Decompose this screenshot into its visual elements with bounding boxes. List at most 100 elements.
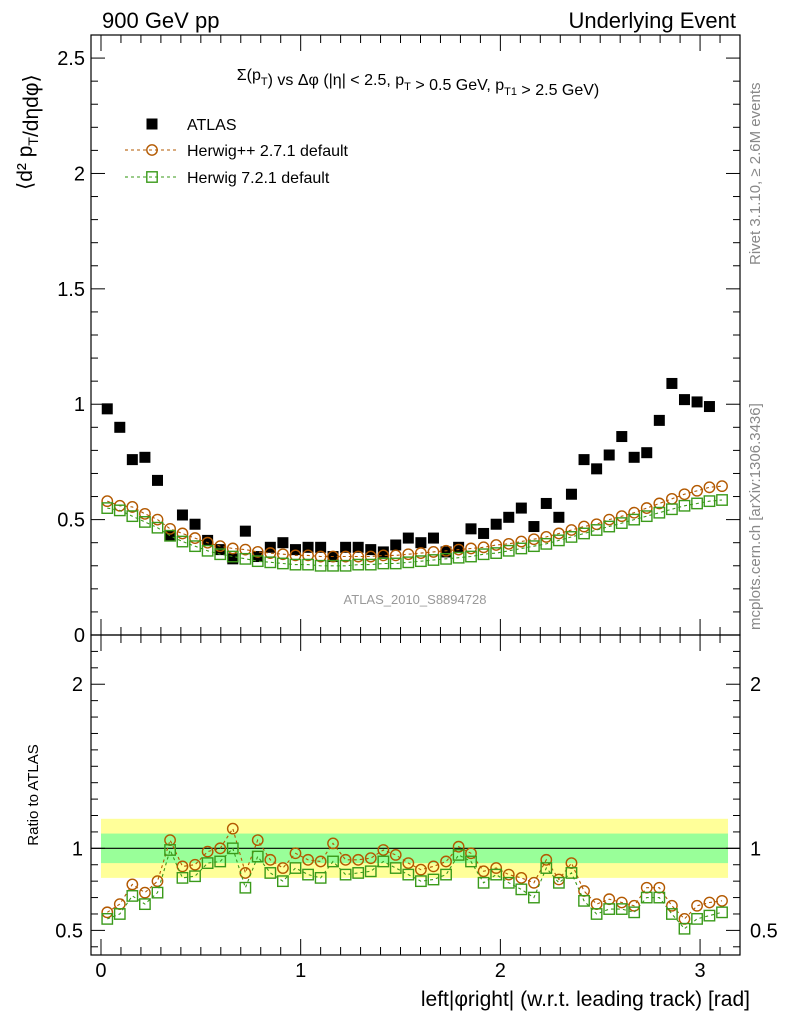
data-point [289,558,302,571]
data-point [126,501,139,513]
data-point [603,449,615,461]
ratio-point [578,894,590,907]
ratio-point [603,903,616,915]
data-point [377,557,390,570]
data-point [101,403,113,415]
ratio-point [477,865,490,878]
ratio-point [716,906,728,919]
data-point [703,481,716,494]
data-point [465,550,477,563]
x-tick-label: 0 [95,960,106,982]
data-point [189,540,201,553]
header-right: Underlying Event [568,8,736,33]
data-point [101,495,114,508]
data-point [402,532,414,544]
data-point [553,511,565,523]
title-subscript: T [261,76,268,88]
data-point [113,504,126,517]
ratio-point [615,903,628,915]
data-point [615,517,628,529]
data-point [666,377,678,389]
mcplots-label: mcplots.cern.ch [arXiv:1306.3436] [747,403,764,630]
data-point [591,463,603,475]
data-point [552,534,565,547]
data-point [640,510,653,523]
data-point [628,451,640,463]
data-point [453,541,465,553]
ratio-point [615,896,628,909]
ratio-point [264,867,277,879]
ratio-point [113,908,126,920]
ratio-point [528,891,540,904]
ratio-point [364,852,377,865]
ratio-point [414,863,427,876]
data-point [289,549,302,562]
data-point [126,454,138,466]
title-subscript: T [404,81,411,93]
ratio-point [440,855,452,868]
ratio-point [490,862,503,874]
data-point [641,447,653,459]
ratio-y-tick-label-right: 0.5 [750,920,778,942]
ratio-point [302,868,314,881]
data-point [653,506,666,519]
series-2 [101,494,728,572]
ratio-point [515,871,528,884]
y-tick-label: 2 [74,163,85,185]
data-point [389,549,402,562]
data-point [565,524,578,536]
ratio-point [139,886,151,899]
data-point [414,555,427,568]
ratio-point [703,896,716,909]
data-point [540,531,553,543]
legend-marker [146,118,158,130]
main-y-label: ⟨d² pT/dηdφ⟩ [14,74,43,190]
data-point [465,523,477,535]
ratio-point [653,891,666,904]
legend-entry: ATLAS [146,117,237,134]
data-point [666,503,678,516]
data-point [440,546,452,558]
data-point [251,555,264,568]
data-point [502,537,515,550]
main-axis: 0 0.5 1 1.5 2 2.5 [57,34,740,647]
data-point [528,521,540,533]
ratio-point [101,912,114,925]
y-label-part: ⟨d² [14,157,37,190]
ratio-point [490,868,503,881]
ratio-y-tick-label-right: 2 [750,674,761,696]
ratio-point [590,908,603,920]
data-point [352,558,365,571]
ratio-line [107,847,723,930]
title-part: > 0.5 GeV, [411,77,495,94]
data-point [415,537,427,549]
data-point [565,531,578,543]
ratio-point [389,862,402,874]
ratio-point [352,853,365,866]
y-tick-label: 0 [74,625,85,647]
data-point [201,544,214,557]
data-point [703,495,716,508]
data-point [452,543,465,556]
data-point [377,546,389,558]
ratio-point [691,899,703,912]
data-point [364,558,377,571]
data-point [691,497,703,510]
data-point [302,558,314,571]
data-point [653,414,665,426]
data-point [239,552,252,565]
title-part: p [495,77,504,94]
ratio-frame [90,634,741,956]
data-point [389,557,402,570]
data-point [615,510,628,523]
data-point [214,548,227,561]
ratio-point [289,862,302,874]
data-point [565,488,577,500]
ratio-point [151,886,164,899]
data-point [139,516,151,528]
ratio-point [414,875,427,888]
data-point [239,543,252,556]
title-part: Σ( [237,67,253,84]
data-point [264,547,277,559]
ratio-point [452,848,465,861]
